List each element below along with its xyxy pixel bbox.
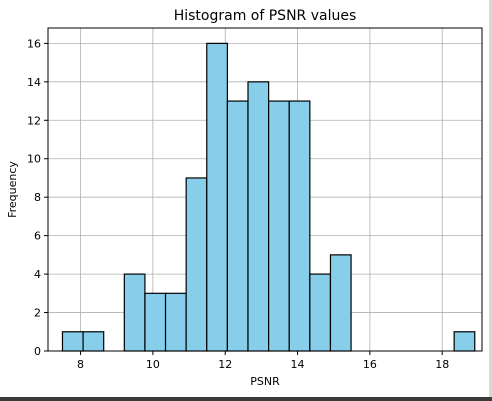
window-bottom-bar (0, 397, 492, 401)
y-tick-label: 12 (27, 114, 41, 127)
x-tick-label: 8 (77, 358, 84, 371)
axis-ticks: 8 10 12 14 16 18 0 2 4 6 8 10 12 14 16 (27, 37, 449, 371)
histogram-bar (185, 177, 208, 352)
x-tick-label: 14 (291, 358, 305, 371)
histogram-bar (268, 100, 290, 352)
histogram-bar (329, 254, 352, 352)
histogram-bar (226, 100, 249, 352)
y-tick-label: 4 (34, 268, 41, 281)
x-tick-label: 16 (363, 358, 377, 371)
histogram-bar (144, 292, 167, 352)
y-tick-label: 6 (34, 230, 41, 243)
y-tick-label: 10 (27, 153, 41, 166)
histogram-bar (247, 81, 270, 352)
x-tick-label: 10 (146, 358, 160, 371)
y-tick-label: 8 (34, 191, 41, 204)
y-tick-label: 14 (27, 76, 41, 89)
histogram-bar (453, 331, 476, 352)
y-tick-label: 16 (27, 37, 41, 50)
y-tick-label: 0 (34, 345, 41, 358)
y-tick-label: 2 (34, 307, 41, 320)
histogram-bar (164, 292, 187, 352)
y-axis-label: Frequency (6, 161, 19, 218)
x-axis-label: PSNR (250, 375, 280, 388)
plot-frame (47, 27, 483, 352)
histogram-bar (206, 42, 228, 352)
histogram-bar (309, 273, 332, 352)
histogram-bar (82, 331, 105, 352)
chart-title: Histogram of PSNR values (174, 8, 357, 24)
x-tick-label: 12 (218, 358, 232, 371)
histogram-bar (123, 273, 146, 352)
window-right-edge (489, 0, 492, 397)
histogram-bar (288, 100, 311, 352)
histogram-bar (61, 331, 84, 352)
x-tick-label: 18 (435, 358, 449, 371)
